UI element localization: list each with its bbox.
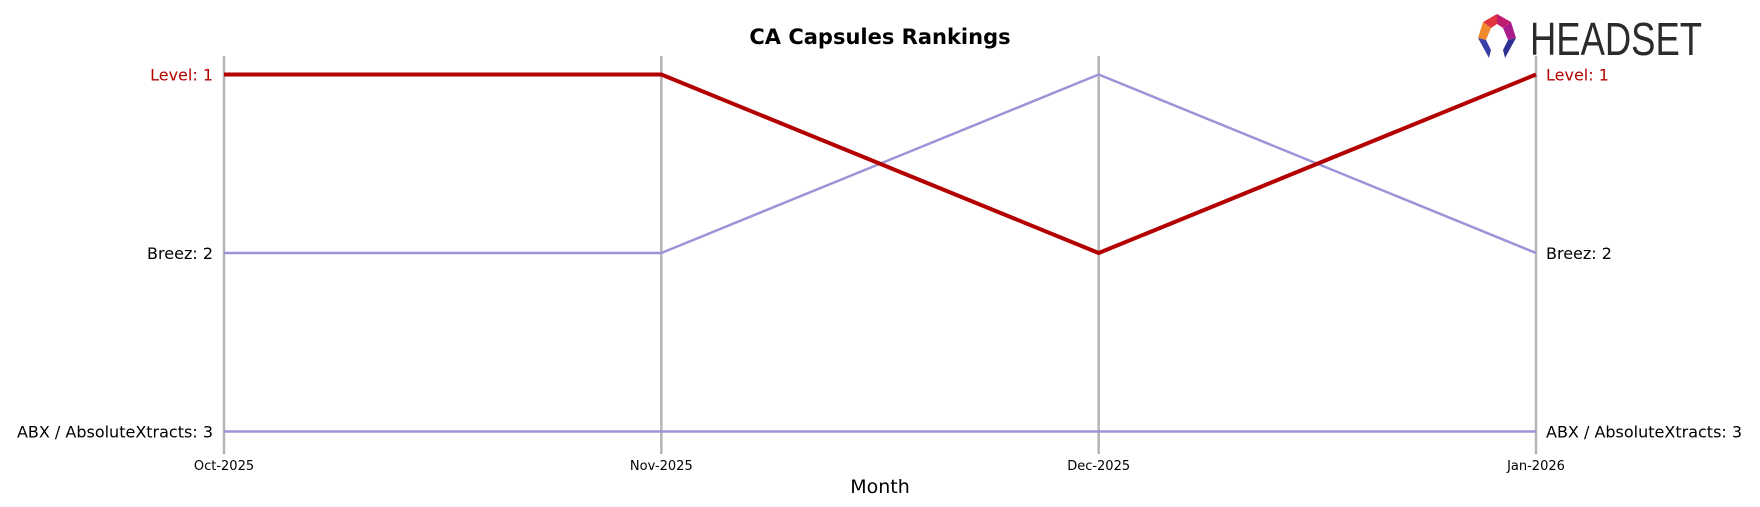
- right-rank-label: Level: 1: [1546, 66, 1609, 85]
- headset-logo: HEADSET: [1478, 13, 1702, 65]
- x-axis-label: Month: [850, 476, 910, 498]
- headset-logo-icon: [1478, 14, 1516, 58]
- chart-title: CA Capsules Rankings: [749, 25, 1010, 49]
- x-tick-label: Oct-2025: [194, 459, 254, 474]
- logo-wordmark: HEADSET: [1530, 13, 1702, 65]
- left-rank-label: Breez: 2: [147, 244, 213, 263]
- x-tick-label: Dec-2025: [1067, 459, 1130, 474]
- right-rank-labels: Level: 1 Breez: 2 ABX / AbsoluteXtracts: 3: [1546, 66, 1742, 442]
- x-tick-labels: Oct-2025 Nov-2025 Dec-2025 Jan-2026: [194, 459, 1565, 474]
- right-rank-label: Breez: 2: [1546, 244, 1612, 263]
- grid-lines: [222, 56, 1538, 454]
- left-rank-label: Level: 1: [150, 66, 213, 85]
- series-line-level: [224, 72, 1537, 255]
- left-rank-label: ABX / AbsoluteXtracts: 3: [17, 423, 213, 442]
- right-rank-label: ABX / AbsoluteXtracts: 3: [1546, 423, 1742, 442]
- x-tick-label: Nov-2025: [630, 459, 693, 474]
- x-tick-label: Jan-2026: [1506, 459, 1565, 474]
- left-rank-labels: Level: 1 Breez: 2 ABX / AbsoluteXtracts: 3: [17, 66, 213, 442]
- series-lines: [224, 72, 1537, 433]
